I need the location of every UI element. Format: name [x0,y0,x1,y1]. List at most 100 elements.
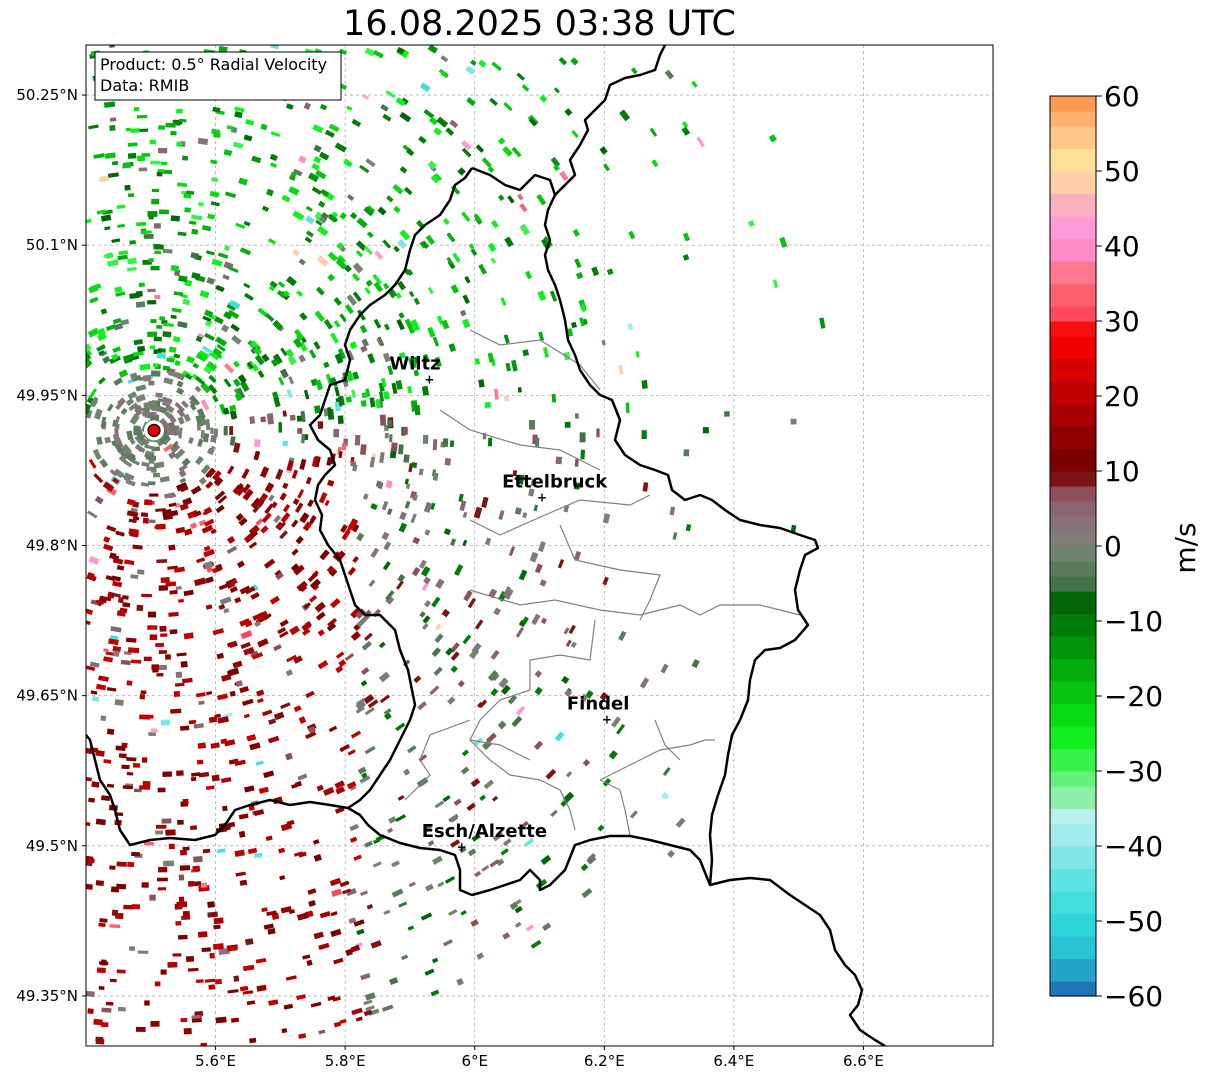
velocity-echo [412,536,421,545]
velocity-echo [334,142,347,153]
velocity-echo [292,249,300,257]
velocity-echo [570,57,579,66]
velocity-echo [440,55,449,63]
velocity-echo [423,108,435,119]
velocity-echo [530,478,536,487]
velocity-echo [143,499,152,506]
velocity-echo [158,125,165,130]
velocity-echo [540,617,548,625]
velocity-echo [351,389,356,398]
velocity-echo [564,421,571,428]
velocity-echo [370,547,380,558]
lon-tick-label: 5.8°E [325,1052,366,1070]
velocity-echo [413,675,422,684]
velocity-echo [293,328,305,341]
velocity-echo [241,698,254,706]
velocity-echo [447,696,456,705]
velocity-echo [106,403,114,412]
velocity-echo [424,600,432,608]
district-boundary [559,524,661,621]
velocity-echo [140,512,149,518]
city-plus-icon: + [602,713,612,727]
velocity-echo [150,370,161,377]
velocity-echo [158,650,167,654]
velocity-echo [197,137,209,146]
velocity-echo [351,118,362,128]
velocity-echo [227,309,240,320]
velocity-echo [109,124,116,132]
velocity-echo [232,660,243,669]
velocity-echo [444,876,456,884]
velocity-echo [285,348,295,358]
velocity-echo [347,749,356,756]
velocity-echo [313,144,322,153]
velocity-echo [248,541,258,549]
velocity-echo [230,323,240,332]
velocity-echo [149,894,156,901]
velocity-echo [445,647,454,656]
velocity-echo [433,666,443,676]
velocity-echo [282,504,291,513]
velocity-echo [177,819,184,825]
velocity-echo [144,234,154,239]
velocity-echo [198,519,207,527]
velocity-echo [317,660,329,670]
velocity-echo [538,331,545,342]
velocity-echo [446,232,456,243]
velocity-echo [206,360,218,372]
city-marker[interactable]: +Esch/Alzette [422,821,547,854]
velocity-echo [484,537,492,546]
velocity-echo [251,652,264,660]
velocity-echo [229,410,238,420]
velocity-echo [127,647,140,654]
velocity-echo [381,531,390,541]
velocity-echo [106,259,119,267]
velocity-echo [191,228,199,235]
velocity-echo [315,611,326,621]
velocity-echo [199,290,210,299]
velocity-echo [261,205,270,212]
velocity-echo [108,638,119,646]
velocity-echo [266,413,275,425]
velocity-echo [458,493,464,503]
velocity-echo [302,954,311,960]
velocity-echo [253,451,261,461]
velocity-echo [174,401,185,413]
velocity-echo [223,149,233,157]
velocity-echo [243,646,255,656]
velocity-echo [167,961,178,968]
velocity-echo [582,758,591,767]
velocity-echo [403,454,410,463]
velocity-echo [580,863,589,872]
velocity-echo [307,572,319,583]
velocity-echo [279,530,289,540]
velocity-echo [280,905,292,914]
velocity-echo [355,706,365,714]
city-marker[interactable]: +Ettelbruck [502,471,608,504]
velocity-echo [196,692,206,698]
velocity-echo [311,163,320,171]
velocity-echo [270,162,277,168]
velocity-echo [490,257,497,264]
velocity-echo [131,659,142,664]
velocity-echo [101,795,111,801]
velocity-echo [350,730,362,739]
velocity-echo [515,705,526,716]
velocity-echo [299,512,310,524]
velocity-echo [393,205,401,214]
velocity-echo [517,193,524,201]
city-marker[interactable]: +Findel [567,694,630,727]
velocity-echo [410,513,417,524]
radar-site-icon[interactable] [147,423,161,437]
velocity-echo [542,347,549,358]
velocity-echo [159,625,167,632]
velocity-echo [263,558,276,569]
city-marker[interactable]: +Wiltz [389,353,440,386]
velocity-echo [154,525,164,529]
velocity-echo [297,428,303,434]
velocity-echo [194,1011,204,1017]
velocity-echo [213,316,224,325]
velocity-echo [297,489,305,499]
velocity-echo [285,103,294,110]
